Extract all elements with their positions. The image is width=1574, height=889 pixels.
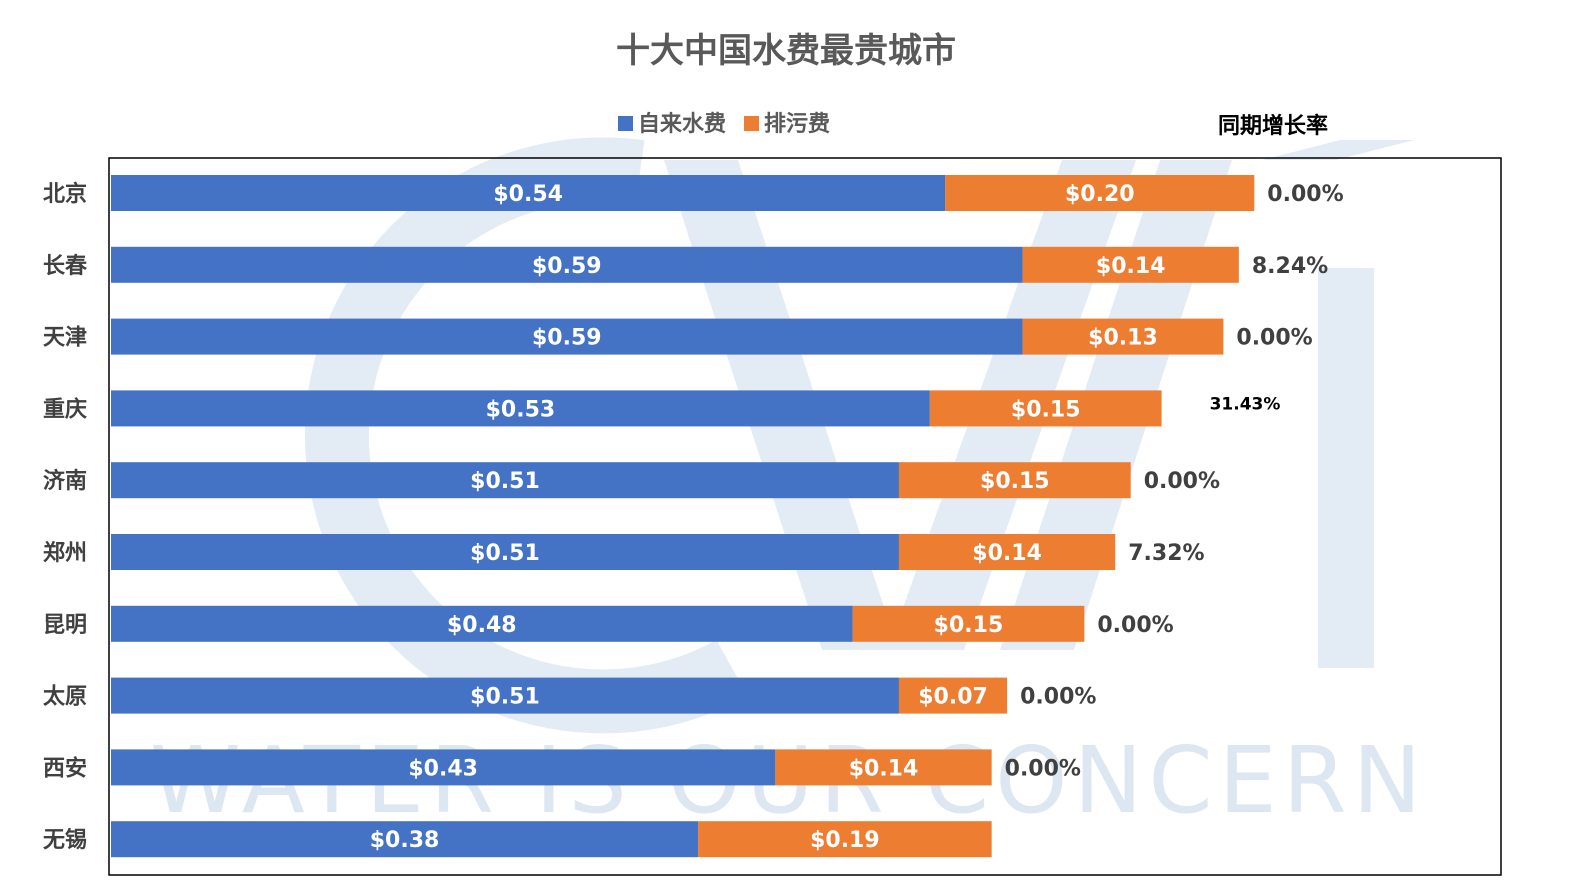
- bar-water-fee: [111, 390, 930, 427]
- category-label: 西安: [43, 755, 87, 781]
- bar-water-fee: [111, 318, 1023, 355]
- growth-rate-label: 0.00%: [1020, 685, 1096, 710]
- legend: 自来水费 排污费: [618, 111, 830, 137]
- watermark-bar: [1318, 268, 1374, 668]
- growth-rate-label: 31.43%: [1210, 394, 1281, 414]
- data-label-sewage-fee: $0.14: [972, 541, 1042, 566]
- category-label: 郑州: [43, 541, 87, 566]
- legend-swatch-water: [618, 116, 633, 131]
- growth-rate-label: 0.00%: [1005, 756, 1081, 781]
- data-labels: $0.54 $0.20 0.00% $0.59 $0.14 8.24% $0.59 $0.13…: [370, 182, 1344, 853]
- legend-label-sewage: 排污费: [764, 112, 830, 137]
- growth-rate-label: 0.00%: [1097, 613, 1173, 638]
- category-label: 重庆: [43, 396, 87, 422]
- bar-sewage-fee: [698, 821, 992, 858]
- growth-rate-label: 0.00%: [1236, 326, 1312, 351]
- legend-swatch-sewage: [744, 116, 759, 131]
- bar-water-fee: [111, 175, 946, 211]
- category-label: 北京: [43, 181, 87, 207]
- growth-rate-label: 7.32%: [1128, 541, 1204, 566]
- legend-label-water: 自来水费: [638, 111, 726, 137]
- bar-water-fee: [111, 246, 1023, 283]
- category-label: 昆明: [43, 613, 87, 638]
- data-label-water-fee: $0.53: [486, 397, 556, 422]
- bar-water-fee: [111, 821, 699, 858]
- category-label: 天津: [43, 325, 87, 351]
- data-label-water-fee: $0.51: [470, 541, 540, 566]
- bar-water-fee: [111, 677, 899, 714]
- growth-rate-header: 同期增长率: [1218, 113, 1328, 139]
- bar-sewage-fee: [945, 175, 1255, 211]
- data-label-water-fee: $0.59: [532, 326, 602, 351]
- bar-sewage-fee: [852, 605, 1085, 642]
- growth-rate-label: 0.00%: [1267, 182, 1343, 207]
- data-label-sewage-fee: $0.15: [934, 613, 1004, 638]
- data-label-water-fee: $0.51: [470, 685, 540, 710]
- bar-water-fee: [111, 462, 899, 499]
- category-label: 济南: [43, 468, 87, 494]
- data-label-sewage-fee: $0.20: [1065, 182, 1135, 207]
- bar-sewage-fee: [1022, 246, 1239, 283]
- category-label: 太原: [43, 685, 87, 710]
- data-label-sewage-fee: $0.19: [810, 828, 880, 853]
- bar-water-fee: [111, 605, 853, 642]
- bar-sewage-fee: [898, 677, 1008, 714]
- growth-rate-label: 8.24%: [1252, 254, 1328, 279]
- watermark-stroke-4: [1262, 140, 1414, 160]
- bar-water-fee: [111, 749, 776, 786]
- plot-area-border: [108, 157, 1502, 876]
- category-label: 无锡: [43, 828, 87, 853]
- bar-sewage-fee: [929, 390, 1162, 427]
- data-label-water-fee: $0.48: [447, 613, 517, 638]
- data-label-sewage-fee: $0.07: [918, 685, 988, 710]
- data-label-sewage-fee: $0.14: [849, 756, 919, 781]
- bars: [111, 175, 1255, 858]
- bar-sewage-fee: [1022, 318, 1224, 355]
- bar-sewage-fee: [898, 462, 1131, 499]
- chart-title: 十大中国水费最贵城市: [616, 31, 956, 71]
- data-label-sewage-fee: $0.14: [1096, 254, 1166, 279]
- growth-rate-label: 0.00%: [1144, 469, 1220, 494]
- bar-sewage-fee: [775, 749, 992, 786]
- data-label-water-fee: $0.38: [370, 828, 440, 853]
- data-label-sewage-fee: $0.15: [1011, 397, 1081, 422]
- data-label-water-fee: $0.59: [532, 254, 602, 279]
- bar-sewage-fee: [898, 534, 1116, 570]
- category-label: 长春: [43, 254, 87, 279]
- bar-water-fee: [111, 534, 899, 570]
- data-label-water-fee: $0.51: [470, 469, 540, 494]
- data-label-water-fee: $0.43: [408, 756, 478, 781]
- data-label-sewage-fee: $0.13: [1088, 326, 1158, 351]
- data-label-water-fee: $0.54: [493, 182, 563, 207]
- data-label-sewage-fee: $0.15: [980, 469, 1050, 494]
